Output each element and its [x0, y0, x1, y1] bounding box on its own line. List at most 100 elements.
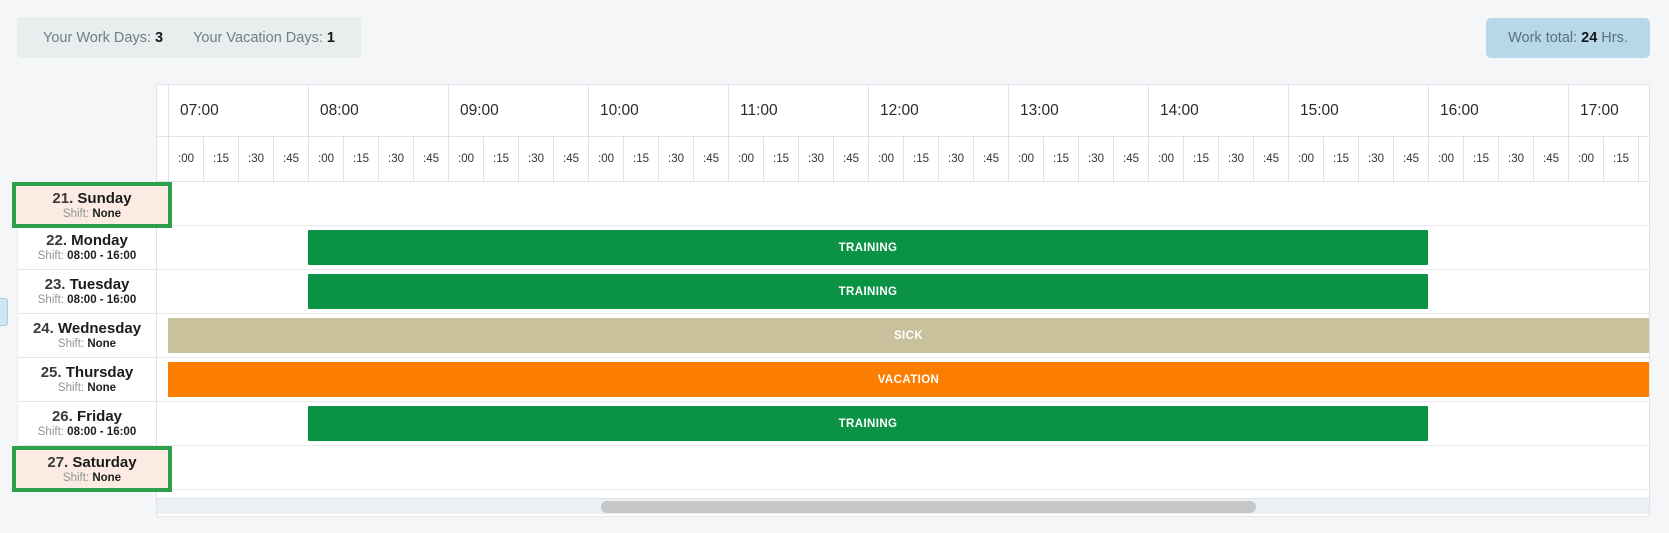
day-shift-info: Shift: 08:00 - 16:00 [38, 249, 136, 263]
event-bar-training[interactable]: TRAINING [308, 406, 1428, 441]
shift-label: Shift: [57, 382, 88, 394]
horizontal-scrollbar-track[interactable] [157, 498, 1649, 514]
day-shift-info: Shift: 08:00 - 16:00 [38, 425, 136, 439]
quarter-header-cell: :45 [273, 137, 308, 181]
day-number: 22. [46, 232, 72, 249]
quarter-header-cell: :45 [1533, 137, 1568, 181]
quarter-header-cell: :45 [1393, 137, 1428, 181]
quarter-header-cell: :15 [1463, 137, 1498, 181]
hour-header-cell: 16:00 [1428, 85, 1568, 136]
side-panel-handle[interactable] [0, 298, 8, 326]
quarter-header-cell: :30 [1498, 137, 1533, 181]
day-name: Thursday [65, 364, 134, 381]
event-bar-vacation[interactable]: VACATION [168, 362, 1649, 397]
quarter-header-cell: :15 [1603, 137, 1638, 181]
work-total-unit: Hrs. [1601, 30, 1628, 46]
quarter-header-cell: :15 [763, 137, 798, 181]
quarter-header-cell: :45 [413, 137, 448, 181]
quarter-header-cell: :15 [343, 137, 378, 181]
hour-header-cell: 15:00 [1288, 85, 1428, 136]
event-bar-training[interactable]: TRAINING [308, 230, 1428, 265]
day-cell-tuesday[interactable]: 23. Tuesday Shift: 08:00 - 16:00 [17, 270, 156, 314]
quarter-header-cell: :15 [903, 137, 938, 181]
quarter-header-cell: :45 [833, 137, 868, 181]
day-cell-monday[interactable]: 22. Monday Shift: 08:00 - 16:00 [17, 226, 156, 270]
shift-label: Shift: [62, 207, 93, 220]
day-cell-sunday[interactable]: 21. Sunday Shift: None [12, 182, 172, 228]
day-shift-info: Shift: 08:00 - 16:00 [38, 293, 136, 307]
quarter-header-cell: :00 [1428, 137, 1463, 181]
quarter-header-cell: :30 [378, 137, 413, 181]
quarter-header-cell: :00 [308, 137, 343, 181]
quarter-header-cell: :45 [1253, 137, 1288, 181]
quarter-header-cell: :30 [938, 137, 973, 181]
day-name: Saturday [72, 453, 137, 471]
hour-header-cell: 11:00 [728, 85, 868, 136]
hour-header-cell: 17:00 [1568, 85, 1649, 136]
day-name: Friday [77, 408, 123, 425]
quarter-header-cell: :00 [728, 137, 763, 181]
shift-label: Shift: [62, 471, 93, 484]
quarter-header-cell: :00 [1148, 137, 1183, 181]
day-title: 22. Monday [46, 232, 128, 249]
vacation-days-value: 1 [326, 29, 335, 46]
quarter-header-row: :00:15:30:45:00:15:30:45:00:15:30:45:00:… [157, 137, 1649, 182]
quarter-header-cell: :15 [623, 137, 658, 181]
timeline-left-stub [157, 85, 168, 136]
quarter-header-cell: :30 [1638, 137, 1649, 181]
quarter-header-cell: :00 [1288, 137, 1323, 181]
hour-header-cell: 14:00 [1148, 85, 1288, 136]
shift-label: Shift: [37, 426, 68, 438]
day-cell-wednesday[interactable]: 24. Wednesday Shift: None [17, 314, 156, 358]
quarter-header-cell: :30 [658, 137, 693, 181]
timeline-viewport[interactable]: 07:00 08:00 09:00 10:00 11:00 12:00 13:00 14:00… [156, 84, 1650, 517]
work-total-badge: Work total: 24 Hrs. [1486, 18, 1650, 58]
shift-label: Shift: [57, 338, 88, 350]
day-shift-info: Shift: None [63, 207, 121, 221]
day-cell-saturday[interactable]: 27. Saturday Shift: None [12, 446, 172, 492]
quarter-header-cell: :30 [798, 137, 833, 181]
quarter-header-cell: :00 [1008, 137, 1043, 181]
day-name: Tuesday [69, 276, 130, 293]
hour-header-cell: 12:00 [868, 85, 1008, 136]
hour-header-cell: 10:00 [588, 85, 728, 136]
day-shift-info: Shift: None [58, 337, 116, 351]
horizontal-scrollbar-thumb[interactable] [601, 501, 1256, 513]
schedule-row-friday[interactable]: TRAINING [157, 402, 1649, 446]
day-title: 23. Tuesday [45, 276, 130, 293]
event-bar-training[interactable]: TRAINING [308, 274, 1428, 309]
shift-label: Shift: [37, 250, 68, 262]
quarter-header-cell: :45 [553, 137, 588, 181]
shift-value: 08:00 - 16:00 [67, 294, 137, 306]
shift-value: 08:00 - 16:00 [67, 426, 137, 438]
shift-label: Shift: [37, 294, 68, 306]
work-days-value: 3 [155, 29, 164, 46]
event-bar-sick[interactable]: SICK [168, 318, 1649, 353]
quarter-header-cell: :45 [973, 137, 1008, 181]
quarter-header-cell: :00 [168, 137, 203, 181]
quarter-header-cell: :15 [483, 137, 518, 181]
schedule-row-tuesday[interactable]: TRAINING [157, 270, 1649, 314]
schedule-row-saturday[interactable] [157, 446, 1649, 490]
shift-value: None [87, 382, 117, 394]
day-cell-thursday[interactable]: 25. Thursday Shift: None [17, 358, 156, 402]
schedule-row-monday[interactable]: TRAINING [157, 226, 1649, 270]
hour-header-cell: 13:00 [1008, 85, 1148, 136]
day-number: 21. [52, 189, 78, 207]
schedule-row-sunday[interactable] [157, 182, 1649, 226]
day-cell-friday[interactable]: 26. Friday Shift: 08:00 - 16:00 [17, 402, 156, 446]
day-shift-info: Shift: None [63, 471, 121, 485]
hour-header-cell: 09:00 [448, 85, 588, 136]
day-shift-info: Shift: None [58, 381, 116, 395]
day-number: 24. [32, 320, 58, 337]
event-bar-label: TRAINING [838, 417, 898, 430]
event-bar-label: VACATION [877, 373, 940, 386]
day-name: Monday [71, 232, 128, 249]
schedule-row-wednesday[interactable]: SICK [157, 314, 1649, 358]
schedule-row-thursday[interactable]: VACATION [157, 358, 1649, 402]
day-number: 25. [40, 364, 66, 381]
quarter-header-cell: :00 [588, 137, 623, 181]
quarter-header-cell: :00 [1568, 137, 1603, 181]
shift-value: None [92, 471, 122, 484]
day-title: 21. Sunday [52, 190, 131, 207]
